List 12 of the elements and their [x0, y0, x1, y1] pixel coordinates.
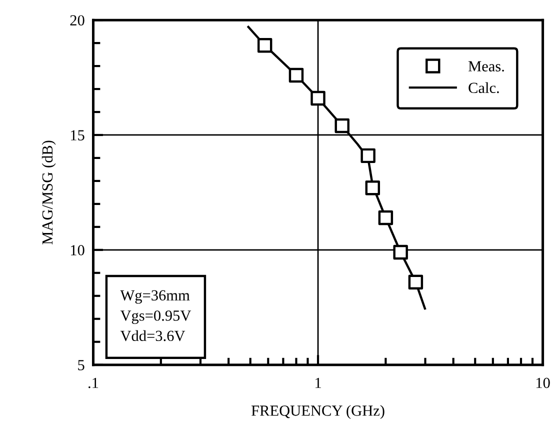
annotation: Wg=36mm Vgs=0.95V Vdd=3.6V	[120, 290, 192, 342]
y-axis-title: MAG/MSG (dB)	[42, 140, 56, 244]
legend-label: Calc.	[468, 82, 499, 94]
y-tick-label: 5	[78, 360, 84, 370]
x-tick-label: 10	[536, 378, 550, 388]
x-tick-label: 1	[316, 378, 321, 388]
y-tick-label: 10	[70, 245, 84, 256]
y-tick-label: 15	[70, 130, 84, 140]
x-axis-title: FREQUENCY (GHz)	[251, 405, 384, 419]
y-tick-label: 20	[70, 15, 84, 26]
legend-label: Meas.	[468, 61, 504, 72]
x-tick-label: .1	[88, 378, 98, 388]
